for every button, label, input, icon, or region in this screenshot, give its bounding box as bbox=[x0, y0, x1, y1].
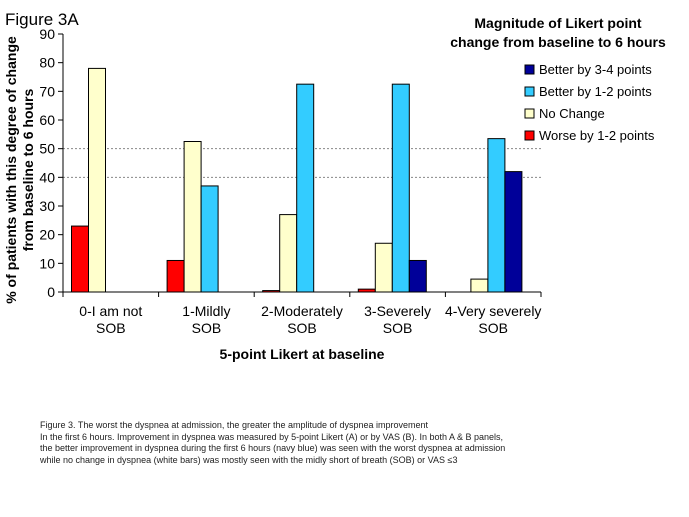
x-tick-label: SOB bbox=[478, 320, 508, 336]
x-tick-label: 1-Mildly bbox=[182, 303, 230, 319]
x-axis: 0-I am notSOB1-MildlySOB2-ModeratelySOB3… bbox=[62, 291, 542, 336]
legend-title: Magnitude of Likert point change from ba… bbox=[430, 14, 686, 52]
legend-swatch bbox=[524, 86, 535, 97]
bar bbox=[391, 83, 410, 293]
caption-line: while no change in dyspnea (white bars) … bbox=[40, 454, 458, 465]
figure-caption: Figure 3. The worst the dyspnea at admis… bbox=[40, 420, 670, 466]
y-tick-label: 30 bbox=[39, 198, 55, 214]
legend-swatch bbox=[524, 64, 535, 75]
caption-line: In the first 6 hours. Improvement in dys… bbox=[40, 431, 504, 442]
caption-line: the better improvement in dyspnea during… bbox=[40, 443, 506, 454]
x-axis-label: 5-point Likert at baseline bbox=[220, 346, 385, 362]
bar bbox=[279, 214, 298, 293]
bar bbox=[296, 83, 315, 293]
x-tick-label: 0-I am not bbox=[79, 303, 142, 319]
legend: Better by 3-4 points Better by 1-2 points… bbox=[524, 62, 655, 143]
legend-label: Better by 1-2 points bbox=[539, 84, 652, 99]
bar bbox=[166, 259, 185, 293]
bar bbox=[504, 171, 523, 293]
x-tick-label: SOB bbox=[383, 320, 413, 336]
legend-title-line: Magnitude of Likert point bbox=[474, 15, 642, 31]
legend-swatch bbox=[524, 130, 535, 141]
figure-label: Figure 3A bbox=[5, 10, 79, 29]
x-tick-label: SOB bbox=[192, 320, 222, 336]
x-tick-label: SOB bbox=[287, 320, 317, 336]
y-axis-label-group: % of patients with this degree of change… bbox=[3, 36, 36, 304]
bar bbox=[487, 138, 506, 293]
caption-line: Figure 3. The worst the dyspnea at admis… bbox=[40, 420, 429, 430]
y-tick-label: 20 bbox=[39, 227, 55, 243]
y-tick-label: 0 bbox=[47, 284, 55, 300]
bar bbox=[470, 278, 489, 293]
legend-label: Better by 3-4 points bbox=[539, 62, 652, 77]
legend-label: No Change bbox=[539, 106, 605, 121]
bar bbox=[183, 141, 202, 293]
bar bbox=[374, 242, 393, 293]
bars bbox=[71, 67, 523, 293]
legend-title-line: change from baseline to 6 hours bbox=[450, 34, 666, 50]
legend-swatch bbox=[524, 108, 535, 119]
y-axis: 0 10 20 30 40 50 60 70 80 90 bbox=[39, 26, 64, 300]
x-tick-label: SOB bbox=[96, 320, 126, 336]
x-tick-label: 2-Moderately bbox=[261, 303, 343, 319]
y-axis-label-line: % of patients with this degree of change bbox=[3, 36, 19, 304]
y-tick-label: 70 bbox=[39, 83, 55, 99]
y-axis-label: % of patients with this degree of change… bbox=[3, 36, 36, 304]
x-tick-label: 4-Very severely bbox=[445, 303, 541, 319]
y-tick-label: 90 bbox=[39, 26, 55, 42]
y-tick-label: 60 bbox=[39, 112, 55, 128]
y-tick-label: 80 bbox=[39, 55, 55, 71]
bar bbox=[408, 259, 427, 293]
legend-label: Worse by 1-2 points bbox=[539, 128, 655, 143]
x-tick-label: 3-Severely bbox=[364, 303, 431, 319]
bar bbox=[200, 185, 219, 293]
bar bbox=[71, 225, 89, 293]
y-axis-label-line: from baseline to 6 hours bbox=[20, 88, 36, 251]
y-tick-label: 40 bbox=[39, 169, 55, 185]
bar bbox=[88, 67, 106, 293]
y-tick-label: 50 bbox=[39, 141, 55, 157]
y-tick-label: 10 bbox=[39, 255, 55, 271]
